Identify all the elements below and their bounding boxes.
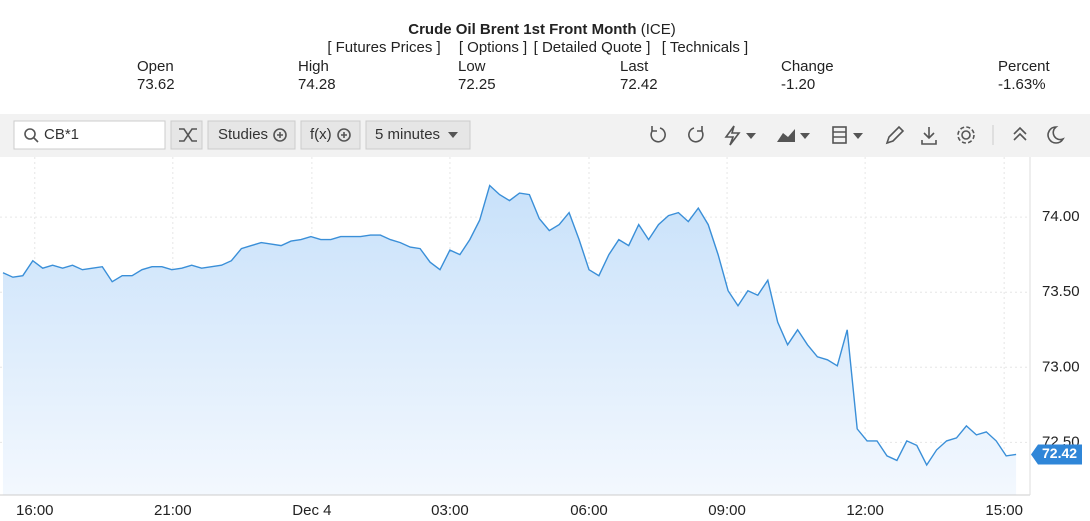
chart-type-icon[interactable] [777, 129, 795, 142]
quote-value: 74.28 [298, 76, 336, 93]
quote-label: High [298, 58, 329, 75]
y-tick-label: 74.00 [1042, 208, 1080, 225]
dropdown-arrow [853, 133, 863, 139]
dropdown-arrow [448, 132, 458, 138]
layout-icon[interactable] [832, 126, 847, 144]
quote-value: -1.20 [781, 76, 815, 93]
settings-icon[interactable] [961, 130, 971, 140]
fx: f(x) [310, 126, 332, 143]
x-tick-label: 03:00 [431, 502, 469, 519]
x-tick-label: 21:00 [154, 502, 192, 519]
last-price-label: 72.42 [1042, 445, 1077, 461]
quote-value: 72.25 [458, 76, 496, 93]
dropdown-arrow [800, 133, 810, 139]
quote-label: Open [137, 58, 174, 75]
collapse-icon[interactable] [1013, 126, 1027, 141]
exchange: (ICE) [641, 21, 676, 38]
x-tick-label: 12:00 [846, 502, 884, 519]
layout-icon [833, 131, 846, 138]
last-price-tag [1031, 444, 1082, 465]
flash-icon[interactable] [724, 125, 741, 146]
search-icon [33, 137, 39, 143]
x-tick-label: 16:00 [16, 502, 54, 519]
draw-icon[interactable] [885, 125, 905, 145]
header-link[interactable]: [ Technicals ] [662, 39, 748, 56]
download-icon[interactable] [921, 127, 937, 145]
x-tick-label: 15:00 [985, 502, 1023, 519]
symbol-input[interactable] [13, 120, 166, 150]
x-tick-label: Dec 4 [292, 502, 331, 519]
quote-label: Percent [998, 58, 1051, 75]
dropdown-arrow [746, 133, 756, 139]
quote-value: 73.62 [137, 76, 175, 93]
plus-icon [341, 132, 347, 138]
area [2, 185, 1017, 495]
title: Crude Oil Brent 1st Front Month (ICE) [408, 21, 676, 38]
links: [ Futures Prices ] [ Options ] [ Detailed … [327, 39, 748, 56]
y-tick-label: 73.00 [1042, 358, 1080, 375]
shuffle-icon [179, 128, 197, 142]
interval: 5 minutes [375, 126, 440, 143]
plus-icon [337, 128, 351, 142]
search-icon [24, 128, 36, 140]
quote-label: Change [781, 58, 834, 75]
line [2, 184, 1017, 467]
studies: Studies [218, 126, 268, 143]
quote-label: Low [458, 58, 486, 75]
symbol: CB*1 [44, 126, 79, 143]
theme-icon[interactable] [1047, 126, 1065, 144]
quote-value: 72.42 [620, 76, 658, 93]
header-link[interactable]: [ Detailed Quote ] [534, 39, 651, 56]
header-link[interactable]: [ Options ] [459, 39, 527, 56]
toolbar-items: CB*1 Studies f(x) 5 minutes [13, 120, 1065, 150]
undo-icon[interactable] [650, 126, 666, 143]
quote-label: Last [620, 58, 649, 75]
y-tick-label: 73.50 [1042, 283, 1080, 300]
x-tick-label: 06:00 [570, 502, 608, 519]
plus-icon [273, 128, 287, 142]
settings-icon [957, 126, 975, 144]
x-tick-label: 09:00 [708, 502, 746, 519]
header-link[interactable]: [ Futures Prices ] [327, 39, 440, 56]
title-name: Crude Oil Brent 1st Front Month [408, 21, 636, 38]
quote-value: -1.63% [998, 76, 1046, 93]
plus-icon [277, 132, 283, 138]
redo-icon[interactable] [688, 126, 704, 143]
compare-button[interactable] [170, 120, 203, 150]
